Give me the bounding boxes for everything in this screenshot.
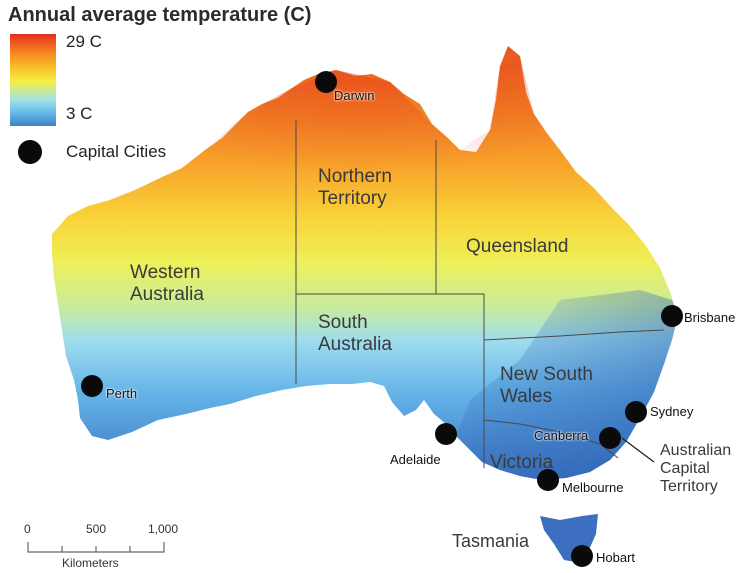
city-label-perth: Perth	[106, 386, 138, 401]
region-label-line: South	[318, 312, 368, 333]
capital-city-legend-icon	[18, 140, 42, 164]
temperature-legend-bar	[10, 34, 56, 126]
city-label-hobart: Hobart	[596, 550, 636, 565]
legend-min-label: 3 C	[66, 104, 93, 123]
region-victoria: Victoria	[490, 452, 554, 473]
capital-marker-sydney	[625, 401, 647, 423]
city-label-darwin: Darwin	[334, 88, 375, 103]
region-label-line: Northern	[318, 166, 392, 187]
region-tasmania: Tasmania	[452, 531, 530, 551]
region-label-line: Wales	[500, 386, 553, 407]
state-borders	[295, 120, 665, 468]
region-label-line: Western	[130, 262, 201, 283]
city-label-canberra: Canberra	[534, 428, 589, 443]
capital-marker-brisbane	[661, 305, 683, 327]
scale-tick-0: 0	[24, 522, 31, 536]
scale-tick-1000: 1,000	[148, 522, 179, 536]
act-leader-line	[621, 437, 655, 463]
scale-unit-label: Kilometers	[62, 556, 119, 570]
capital-marker-hobart	[571, 545, 593, 567]
scale-tick-500: 500	[86, 522, 107, 536]
region-act: Australian Capital Territory	[660, 442, 731, 496]
region-northern-territory: Northern Territory	[318, 166, 392, 210]
capital-marker-darwin	[315, 71, 337, 93]
capital-marker-melbourne	[537, 469, 559, 491]
city-label-sydney: Sydney	[650, 404, 694, 419]
region-south-australia: South Australia	[318, 312, 392, 356]
legend-capital-label: Capital Cities	[66, 142, 167, 161]
capital-marker-canberra	[599, 427, 621, 449]
region-label-line: Territory	[660, 478, 718, 495]
city-label-melbourne: Melbourne	[562, 480, 624, 495]
region-new-south-wales: New South Wales	[500, 364, 593, 408]
southeast-cool-overlay	[456, 290, 678, 480]
city-label-brisbane: Brisbane	[684, 310, 736, 325]
legend-max-label: 29 C	[66, 32, 102, 51]
region-queensland: Queensland	[466, 236, 569, 257]
map-title: Annual average temperature (C)	[8, 4, 312, 26]
region-western-australia: Western Australia	[130, 262, 204, 306]
region-label-line: Territory	[318, 188, 387, 209]
region-label-line: Australia	[318, 334, 392, 355]
region-label-line: Capital	[660, 460, 710, 477]
region-label-line: Australian	[660, 442, 732, 459]
region-label-line: Australia	[130, 284, 204, 305]
north-heat-overlay	[52, 56, 612, 250]
capital-marker-adelaide	[435, 423, 457, 445]
capital-marker-perth	[81, 375, 103, 397]
region-label-line: New South	[500, 364, 593, 385]
scale-bar	[27, 542, 165, 553]
city-label-adelaide: Adelaide	[390, 452, 441, 467]
